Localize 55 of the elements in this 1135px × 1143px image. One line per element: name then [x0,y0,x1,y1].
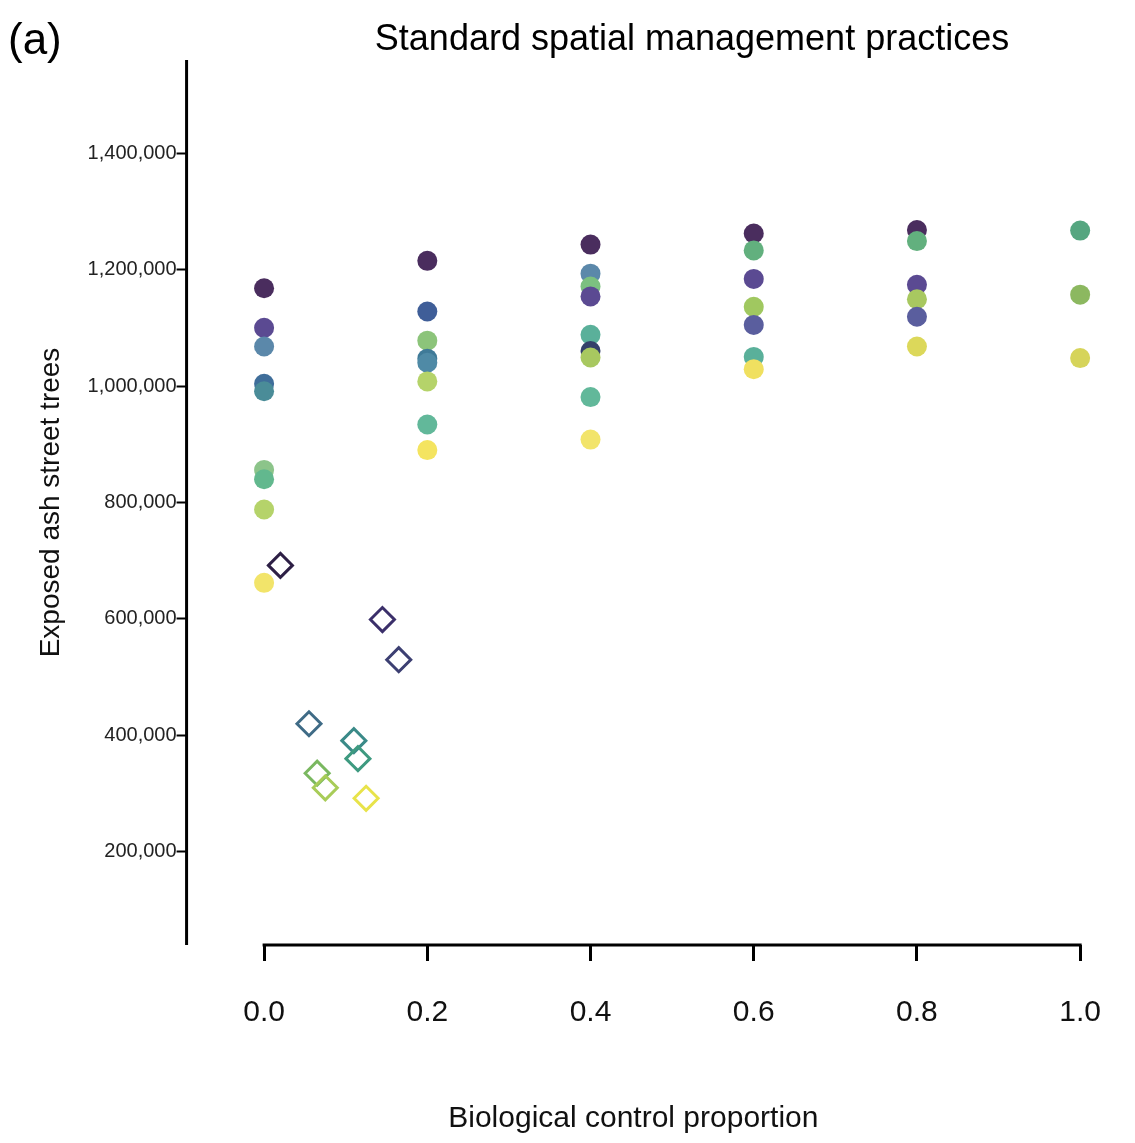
x-tick-label: 0.4 [569,994,612,1028]
point [906,306,927,327]
point [417,330,438,351]
point [906,336,927,357]
y-tick-label: 400,000 [104,722,177,745]
point [417,440,438,461]
x-tick-label: 0.6 [732,994,775,1028]
chart-title: Standard spatial management practices [374,16,1010,58]
point [254,336,275,357]
y-tick-label: 1,000,000 [87,373,177,396]
x-tick-label: 0.2 [406,994,449,1028]
y-tick-label: 200,000 [104,839,177,862]
point [580,347,601,368]
x-tick-label: 1.0 [1059,994,1102,1028]
point [743,314,764,335]
y-axis-title: Exposed ash street trees [33,347,65,658]
point [743,268,764,289]
point [743,240,764,261]
point [254,278,275,299]
x-tick-label: 0.0 [243,994,285,1028]
point [1070,348,1091,369]
point [1070,220,1091,241]
point [352,784,380,812]
point [580,286,601,307]
point [1070,284,1091,305]
point [580,387,601,408]
point [254,499,275,520]
point [580,429,601,450]
y-tick-label: 600,000 [104,606,177,629]
point [743,223,764,244]
point [906,231,927,252]
point [417,301,438,322]
point [254,572,275,593]
point [368,606,396,634]
point [417,250,438,271]
point [385,646,413,674]
x-tick-label: 0.8 [896,994,938,1028]
point [743,359,764,380]
point [906,289,927,310]
point [254,317,275,338]
point [580,234,601,255]
text: (a) [8,14,62,64]
y-tick-label: 1,200,000 [87,257,177,280]
point [417,414,438,435]
point [266,551,294,579]
y-tick-label: 800,000 [104,490,177,513]
point [311,774,339,802]
x-axis-title: Biological control proportion [448,1100,819,1134]
point [743,296,764,317]
point [254,381,275,402]
y-tick-label: 1,400,000 [87,140,177,163]
point [295,710,323,738]
point [417,371,438,392]
point [254,469,275,490]
point [344,745,372,773]
